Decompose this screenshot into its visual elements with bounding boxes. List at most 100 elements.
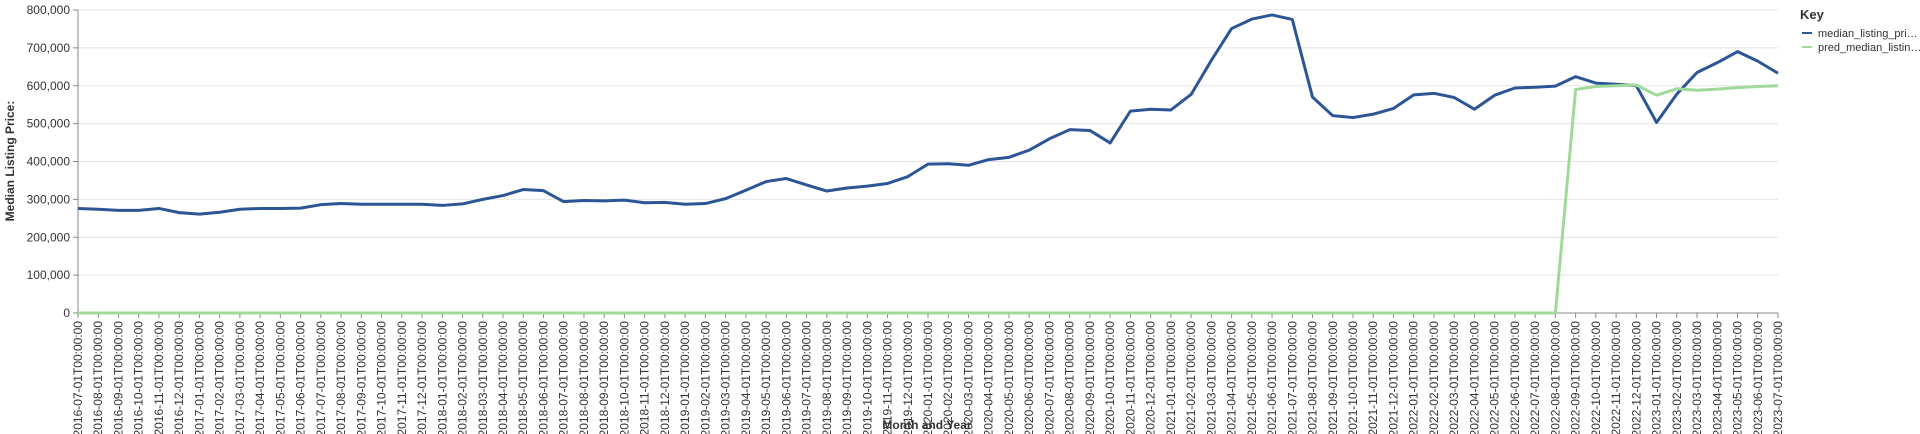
x-tick-label: 2020-06-01T00:00:00 <box>1022 321 1036 434</box>
x-tick-label: 2017-03-01T00:00:00 <box>233 321 247 434</box>
x-tick-label: 2016-07-01T00:00:00 <box>71 321 85 434</box>
x-tick-label: 2018-08-01T00:00:00 <box>577 321 591 434</box>
y-tick-label: 0 <box>63 306 70 320</box>
x-tick-label: 2021-06-01T00:00:00 <box>1265 321 1279 434</box>
x-tick-label: 2021-04-01T00:00:00 <box>1225 321 1239 434</box>
x-tick-label: 2016-10-01T00:00:00 <box>132 321 146 434</box>
x-tick-label: 2022-11-01T00:00:00 <box>1609 321 1623 434</box>
x-tick-label: 2018-11-01T00:00:00 <box>638 321 652 434</box>
x-tick-label: 2017-04-01T00:00:00 <box>253 321 267 434</box>
x-tick-label: 2020-05-01T00:00:00 <box>1002 321 1016 434</box>
x-tick-label: 2019-05-01T00:00:00 <box>759 321 773 434</box>
y-tick-label: 200,000 <box>27 230 71 244</box>
x-tick-label: 2018-05-01T00:00:00 <box>516 321 530 434</box>
x-tick-label: 2016-09-01T00:00:00 <box>111 321 125 434</box>
x-tick-label: 2017-01-01T00:00:00 <box>192 321 206 434</box>
x-tick-label: 2023-04-01T00:00:00 <box>1710 321 1724 434</box>
x-tick-label: 2023-05-01T00:00:00 <box>1731 321 1745 434</box>
legend-label: median_listing_pri… <box>1818 28 1918 40</box>
x-tick-label: 2022-05-01T00:00:00 <box>1488 321 1502 434</box>
x-tick-label: 2018-10-01T00:00:00 <box>617 321 631 434</box>
x-tick-label: 2018-03-01T00:00:00 <box>476 321 490 434</box>
x-tick-label: 2021-10-01T00:00:00 <box>1346 321 1360 434</box>
x-tick-label: 2020-12-01T00:00:00 <box>1144 321 1158 434</box>
x-tick-label: 2018-07-01T00:00:00 <box>557 321 571 434</box>
x-tick-label: 2023-07-01T00:00:00 <box>1771 321 1785 434</box>
x-tick-label: 2018-04-01T00:00:00 <box>496 321 510 434</box>
y-tick-label: 400,000 <box>27 155 71 169</box>
x-tick-label: 2019-09-01T00:00:00 <box>840 321 854 434</box>
x-tick-label: 2018-02-01T00:00:00 <box>456 321 470 434</box>
x-tick-label: 2021-11-01T00:00:00 <box>1366 321 1380 434</box>
x-tick-label: 2022-08-01T00:00:00 <box>1548 321 1562 434</box>
x-tick-label: 2017-07-01T00:00:00 <box>314 321 328 434</box>
x-tick-label: 2019-08-01T00:00:00 <box>820 321 834 434</box>
x-tick-label: 2023-01-01T00:00:00 <box>1650 321 1664 434</box>
x-tick-label: 2019-01-01T00:00:00 <box>678 321 692 434</box>
y-tick-label: 300,000 <box>27 192 71 206</box>
x-tick-label: 2020-09-01T00:00:00 <box>1083 321 1097 434</box>
x-tick-label: 2022-04-01T00:00:00 <box>1467 321 1481 434</box>
x-tick-label: 2021-03-01T00:00:00 <box>1204 321 1218 434</box>
x-tick-label: 2016-12-01T00:00:00 <box>172 321 186 434</box>
x-tick-label: 2016-08-01T00:00:00 <box>91 321 105 434</box>
x-tick-label: 2021-05-01T00:00:00 <box>1245 321 1259 434</box>
x-tick-label: 2018-06-01T00:00:00 <box>536 321 550 434</box>
x-tick-label: 2019-11-01T00:00:00 <box>881 321 895 434</box>
x-tick-label: 2018-09-01T00:00:00 <box>597 321 611 434</box>
y-tick-label: 100,000 <box>27 268 71 282</box>
x-tick-label: 2020-10-01T00:00:00 <box>1103 321 1117 434</box>
x-tick-label: 2021-01-01T00:00:00 <box>1164 321 1178 434</box>
x-tick-label: 2020-01-01T00:00:00 <box>921 321 935 434</box>
x-tick-label: 2018-01-01T00:00:00 <box>435 321 449 434</box>
x-tick-label: 2022-07-01T00:00:00 <box>1528 321 1542 434</box>
x-tick-label: 2022-02-01T00:00:00 <box>1427 321 1441 434</box>
x-tick-label: 2017-08-01T00:00:00 <box>334 321 348 434</box>
x-tick-label: 2022-12-01T00:00:00 <box>1629 321 1643 434</box>
x-tick-label: 2016-11-01T00:00:00 <box>152 321 166 434</box>
x-tick-label: 2023-06-01T00:00:00 <box>1751 321 1765 434</box>
x-tick-label: 2022-06-01T00:00:00 <box>1508 321 1522 434</box>
x-tick-label: 2019-12-01T00:00:00 <box>901 321 915 434</box>
x-tick-label: 2019-04-01T00:00:00 <box>739 321 753 434</box>
x-tick-label: 2022-01-01T00:00:00 <box>1407 321 1421 434</box>
x-tick-label: 2019-02-01T00:00:00 <box>698 321 712 434</box>
x-tick-label: 2021-07-01T00:00:00 <box>1285 321 1299 434</box>
x-tick-label: 2018-12-01T00:00:00 <box>658 321 672 434</box>
x-tick-label: 2021-02-01T00:00:00 <box>1184 321 1198 434</box>
x-tick-label: 2017-06-01T00:00:00 <box>294 321 308 434</box>
y-tick-label: 700,000 <box>27 41 71 55</box>
x-tick-label: 2020-02-01T00:00:00 <box>941 321 955 434</box>
x-tick-label: 2021-09-01T00:00:00 <box>1326 321 1340 434</box>
x-tick-label: 2021-08-01T00:00:00 <box>1306 321 1320 434</box>
x-tick-label: 2019-06-01T00:00:00 <box>779 321 793 434</box>
x-tick-label: 2022-10-01T00:00:00 <box>1589 321 1603 434</box>
x-tick-label: 2017-12-01T00:00:00 <box>415 321 429 434</box>
x-tick-label: 2017-10-01T00:00:00 <box>375 321 389 434</box>
x-tick-label: 2022-03-01T00:00:00 <box>1447 321 1461 434</box>
x-tick-label: 2020-08-01T00:00:00 <box>1063 321 1077 434</box>
x-tick-label: 2017-11-01T00:00:00 <box>395 321 409 434</box>
y-tick-label: 600,000 <box>27 79 71 93</box>
x-tick-label: 2023-03-01T00:00:00 <box>1690 321 1704 434</box>
x-tick-label: 2019-03-01T00:00:00 <box>719 321 733 434</box>
x-tick-label: 2021-12-01T00:00:00 <box>1386 321 1400 434</box>
y-axis-title: Median Listing Price: <box>3 101 17 222</box>
series-line <box>77 13 1779 216</box>
x-tick-label: 2023-02-01T00:00:00 <box>1670 321 1684 434</box>
y-tick-label: 500,000 <box>27 117 71 131</box>
x-tick-label: 2019-07-01T00:00:00 <box>800 321 814 434</box>
x-tick-label: 2022-09-01T00:00:00 <box>1569 321 1583 434</box>
x-axis-title: Month and Year <box>882 418 971 432</box>
x-tick-label: 2017-05-01T00:00:00 <box>273 321 287 434</box>
x-tick-label: 2020-07-01T00:00:00 <box>1042 321 1056 434</box>
legend-title: Key <box>1800 7 1825 22</box>
x-tick-label: 2019-10-01T00:00:00 <box>860 321 874 434</box>
x-tick-label: 2017-09-01T00:00:00 <box>354 321 368 434</box>
x-tick-label: 2020-11-01T00:00:00 <box>1123 321 1137 434</box>
x-tick-label: 2017-02-01T00:00:00 <box>213 321 227 434</box>
x-tick-label: 2020-03-01T00:00:00 <box>961 321 975 434</box>
x-tick-label: 2020-04-01T00:00:00 <box>982 321 996 434</box>
series-line <box>78 83 1779 315</box>
